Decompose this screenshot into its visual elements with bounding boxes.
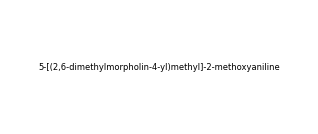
Text: 5-[(2,6-dimethylmorpholin-4-yl)methyl]-2-methoxyaniline: 5-[(2,6-dimethylmorpholin-4-yl)methyl]-2… xyxy=(38,62,280,72)
